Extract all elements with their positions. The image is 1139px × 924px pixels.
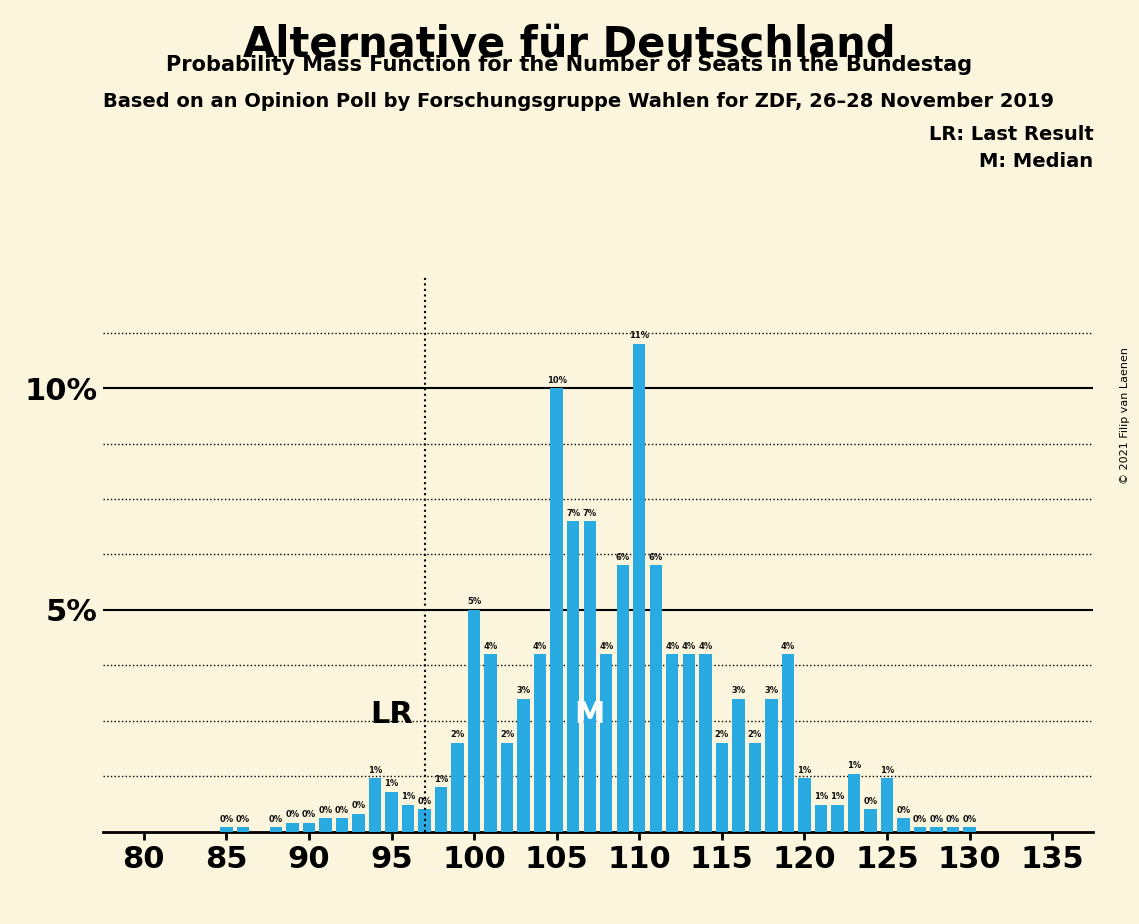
Text: 1%: 1% (846, 761, 861, 771)
Text: 4%: 4% (665, 641, 680, 650)
Bar (418, 809, 431, 832)
Text: 0%: 0% (947, 815, 960, 823)
Text: Probability Mass Function for the Number of Seats in the Bundestag: Probability Mass Function for the Number… (166, 55, 973, 76)
Bar (781, 654, 794, 832)
Bar (649, 565, 662, 832)
Text: 0%: 0% (220, 815, 233, 823)
Bar (303, 822, 316, 832)
Bar (600, 654, 613, 832)
Text: 2%: 2% (450, 730, 465, 739)
Text: 7%: 7% (583, 508, 597, 517)
Text: 3%: 3% (731, 686, 745, 695)
Text: © 2021 Filip van Laenen: © 2021 Filip van Laenen (1121, 347, 1130, 484)
Bar (880, 778, 893, 832)
Text: 0%: 0% (913, 815, 927, 823)
Bar (468, 610, 481, 832)
Bar (517, 699, 530, 832)
Bar (237, 827, 249, 832)
Bar (385, 792, 398, 832)
Bar (567, 521, 580, 832)
Bar (484, 654, 497, 832)
Text: 0%: 0% (863, 796, 877, 806)
Text: 1%: 1% (813, 793, 828, 801)
Text: 1%: 1% (384, 779, 399, 788)
Bar (633, 344, 646, 832)
Bar (369, 778, 382, 832)
Text: LR: Last Result: LR: Last Result (928, 125, 1093, 144)
Text: 2%: 2% (500, 730, 515, 739)
Bar (336, 819, 349, 832)
Bar (616, 565, 629, 832)
Text: 2%: 2% (747, 730, 762, 739)
Bar (319, 819, 331, 832)
Bar (765, 699, 778, 832)
Text: 0%: 0% (335, 806, 349, 815)
Bar (352, 814, 364, 832)
Text: 7%: 7% (566, 508, 580, 517)
Bar (831, 805, 844, 832)
Bar (286, 822, 298, 832)
Text: 1%: 1% (401, 793, 416, 801)
Text: 0%: 0% (962, 815, 976, 823)
Text: M: M (574, 699, 605, 728)
Text: 0%: 0% (236, 815, 249, 823)
Bar (583, 521, 596, 832)
Bar (947, 827, 959, 832)
Text: 6%: 6% (648, 553, 663, 562)
Text: 4%: 4% (681, 641, 696, 650)
Text: 1%: 1% (879, 766, 894, 775)
Text: LR: LR (370, 699, 413, 728)
Text: 0%: 0% (269, 815, 282, 823)
Text: 5%: 5% (467, 597, 482, 606)
Bar (270, 827, 282, 832)
Bar (402, 805, 415, 832)
Text: 0%: 0% (418, 796, 432, 806)
Text: M: Median: M: Median (980, 152, 1093, 172)
Bar (451, 743, 464, 832)
Text: 0%: 0% (302, 810, 316, 820)
Text: 0%: 0% (352, 801, 366, 810)
Text: 1%: 1% (830, 793, 845, 801)
Text: 3%: 3% (517, 686, 531, 695)
Text: 3%: 3% (764, 686, 778, 695)
Text: 2%: 2% (714, 730, 729, 739)
Text: 4%: 4% (533, 641, 548, 650)
Text: 0%: 0% (896, 806, 910, 815)
Bar (814, 805, 827, 832)
Bar (682, 654, 695, 832)
Text: 4%: 4% (483, 641, 498, 650)
Text: 1%: 1% (368, 766, 383, 775)
Text: 4%: 4% (599, 641, 614, 650)
Bar (666, 654, 679, 832)
Text: 4%: 4% (698, 641, 713, 650)
Bar (748, 743, 761, 832)
Text: 6%: 6% (615, 553, 630, 562)
Text: 4%: 4% (780, 641, 795, 650)
Bar (435, 787, 448, 832)
Text: 1%: 1% (434, 774, 449, 784)
Bar (550, 388, 563, 832)
Text: 0%: 0% (929, 815, 943, 823)
Bar (699, 654, 712, 832)
Bar (898, 819, 910, 832)
Bar (732, 699, 745, 832)
Text: 0%: 0% (286, 810, 300, 820)
Bar (798, 778, 811, 832)
Bar (220, 827, 232, 832)
Text: 10%: 10% (547, 375, 567, 384)
Bar (964, 827, 976, 832)
Text: 11%: 11% (629, 331, 649, 340)
Bar (931, 827, 943, 832)
Text: Alternative für Deutschland: Alternative für Deutschland (244, 23, 895, 65)
Bar (847, 774, 860, 832)
Bar (534, 654, 547, 832)
Text: 1%: 1% (797, 766, 812, 775)
Bar (715, 743, 728, 832)
Bar (865, 809, 877, 832)
Bar (501, 743, 514, 832)
Text: Based on an Opinion Poll by Forschungsgruppe Wahlen for ZDF, 26–28 November 2019: Based on an Opinion Poll by Forschungsgr… (103, 92, 1054, 112)
Bar (913, 827, 926, 832)
Text: 0%: 0% (319, 806, 333, 815)
